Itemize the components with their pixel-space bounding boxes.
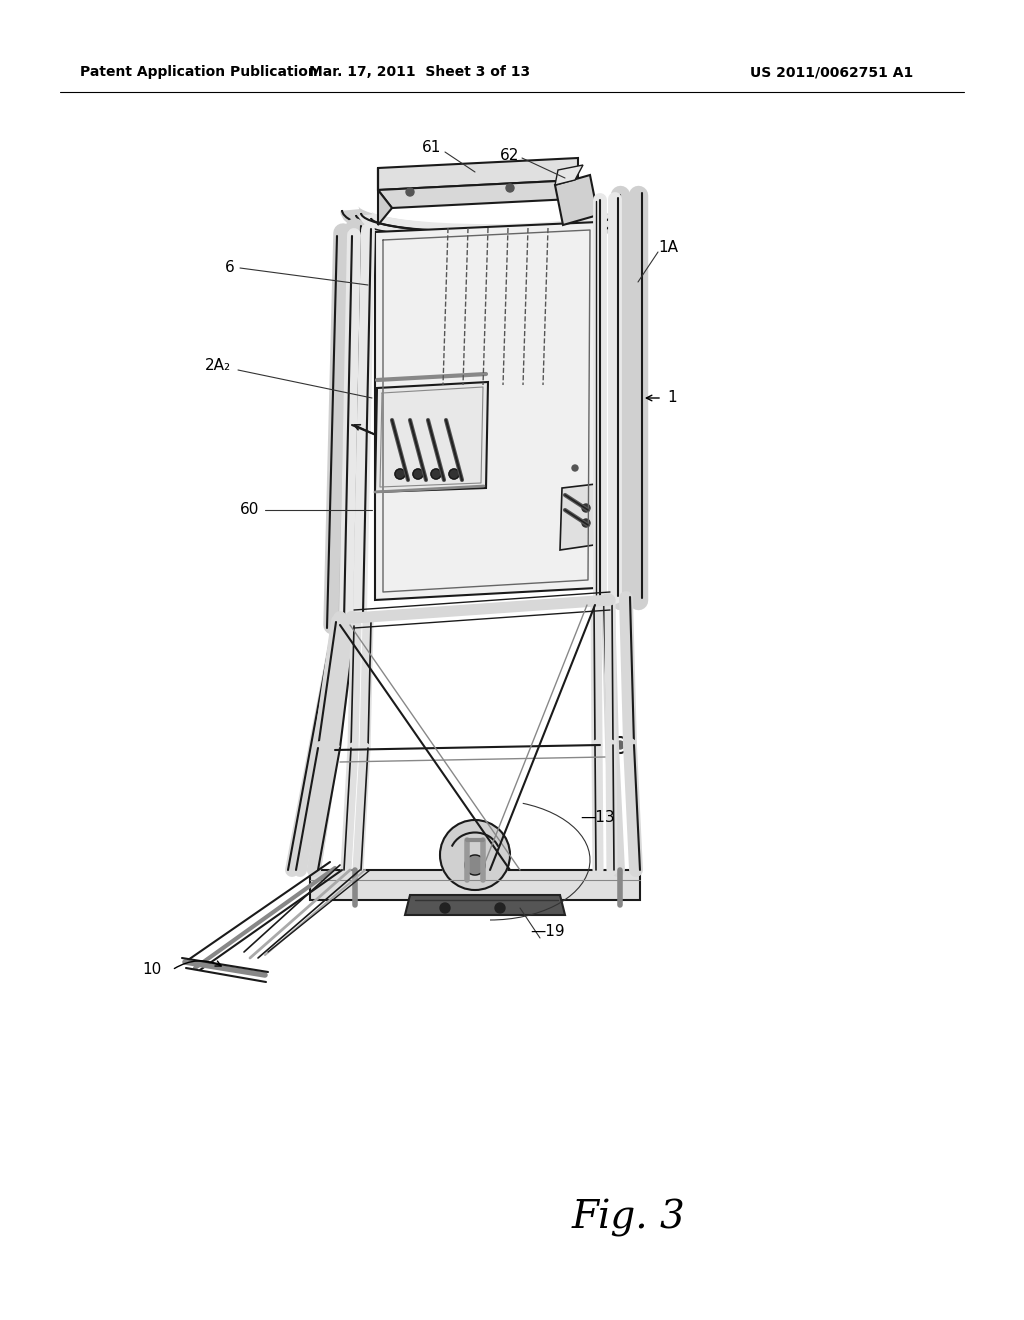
Text: —19: —19 (530, 924, 565, 940)
Polygon shape (555, 176, 598, 224)
Text: US 2011/0062751 A1: US 2011/0062751 A1 (750, 65, 913, 79)
Circle shape (449, 469, 459, 479)
Circle shape (582, 519, 590, 527)
Circle shape (440, 903, 450, 913)
Polygon shape (378, 180, 592, 209)
Polygon shape (555, 165, 583, 185)
Text: Fig. 3: Fig. 3 (571, 1199, 685, 1237)
Text: 2A₂: 2A₂ (205, 358, 231, 372)
Circle shape (324, 744, 332, 752)
Text: 60: 60 (241, 503, 260, 517)
Circle shape (495, 903, 505, 913)
Text: 61: 61 (422, 140, 441, 156)
Circle shape (616, 741, 624, 748)
Circle shape (431, 469, 441, 479)
Polygon shape (378, 158, 578, 190)
Text: 1A: 1A (658, 240, 678, 256)
Circle shape (506, 183, 514, 191)
Polygon shape (560, 484, 596, 550)
Circle shape (440, 820, 510, 890)
Text: Mar. 17, 2011  Sheet 3 of 13: Mar. 17, 2011 Sheet 3 of 13 (309, 65, 530, 79)
Text: —13: —13 (581, 810, 615, 825)
Circle shape (406, 187, 414, 195)
Polygon shape (378, 168, 392, 224)
Polygon shape (375, 381, 488, 492)
Polygon shape (375, 222, 598, 601)
Polygon shape (310, 870, 640, 900)
Text: 62: 62 (501, 148, 520, 162)
Circle shape (413, 469, 423, 479)
Circle shape (395, 469, 406, 479)
Circle shape (465, 855, 485, 875)
Text: Patent Application Publication: Patent Application Publication (80, 65, 317, 79)
Text: 10: 10 (142, 962, 162, 978)
Circle shape (572, 465, 578, 471)
Text: 6: 6 (225, 260, 234, 276)
Text: 1: 1 (668, 391, 677, 405)
Circle shape (582, 504, 590, 512)
Polygon shape (406, 895, 565, 915)
